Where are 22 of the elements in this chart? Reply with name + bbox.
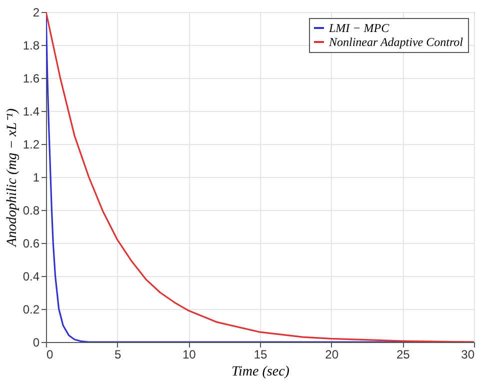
x-tick-label: 5 (114, 348, 122, 362)
x-tick-label: 25 (396, 348, 410, 362)
y-tick-label: 1 (32, 170, 40, 184)
y-tick-label: 0.8 (22, 204, 40, 218)
y-tick-label: 0.2 (22, 302, 40, 316)
x-axis-title: Time (sec) (232, 364, 290, 380)
x-tick-label: 20 (325, 348, 339, 362)
legend-label: Nonlinear Adaptive Control (328, 35, 464, 49)
y-axis-title: Anodophilic (mg − xL⁻¹) (4, 108, 20, 248)
y-tick-label: 0.6 (22, 236, 40, 250)
x-tick-label: 30 (461, 348, 475, 362)
y-tick-label: 1.8 (22, 38, 40, 52)
y-tick-label: 1.2 (22, 138, 40, 152)
y-tick-label: 2 (32, 6, 40, 20)
y-tick-label: 1.4 (22, 104, 40, 118)
x-tick-label: 15 (254, 348, 268, 362)
legend-label: LMI − MPC (328, 21, 390, 35)
y-tick-label: 0 (32, 336, 40, 350)
x-tick-label: 10 (182, 348, 196, 362)
y-tick-label: 1.6 (22, 72, 40, 86)
x-tick-label: 0 (46, 348, 54, 362)
y-tick-label: 0.4 (22, 270, 40, 284)
